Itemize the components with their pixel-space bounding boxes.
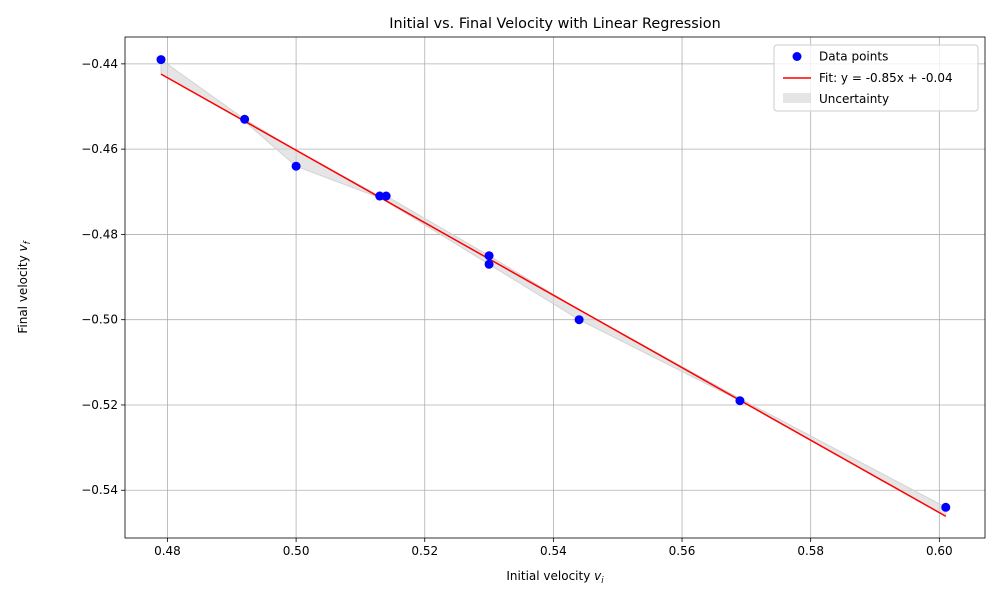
- data-point: [484, 251, 494, 261]
- data-point: [240, 114, 250, 124]
- y-axis-title: Final velocity vf: [16, 239, 33, 333]
- grid: [125, 37, 985, 538]
- x-tick-label: 0.54: [540, 544, 567, 558]
- x-tick-label: 0.60: [926, 544, 953, 558]
- y-tick-label: −0.44: [81, 57, 118, 71]
- data-points: [156, 55, 951, 512]
- fit-line: [160, 73, 947, 517]
- legend: Data points Fit: y = -0.85x + -0.04 Unce…: [773, 44, 979, 112]
- legend-marker-uncertainty: [783, 93, 811, 103]
- legend-label-fit-line: Fit: y = -0.85x + -0.04: [819, 71, 953, 85]
- legend-label-data-points: Data points: [819, 50, 888, 64]
- chart-title: Initial vs. Final Velocity with Linear R…: [389, 16, 720, 32]
- data-point: [574, 315, 584, 325]
- axes-frame: [124, 36, 986, 539]
- data-point: [941, 502, 951, 512]
- data-point: [484, 259, 494, 269]
- legend-box: [773, 44, 979, 112]
- x-axis-title: Initial velocity vi: [506, 569, 604, 586]
- x-axis-ticks: 0.48 0.50 0.52 0.54 0.56 0.58 0.60: [154, 538, 953, 558]
- x-tick-label: 0.50: [283, 544, 310, 558]
- y-tick-label: −0.52: [81, 398, 118, 412]
- x-axis-title-var: v: [594, 569, 602, 583]
- legend-marker-data-points: [792, 52, 802, 61]
- x-axis-title-sub: i: [601, 576, 604, 586]
- y-axis-title-base: Final velocity: [16, 251, 30, 333]
- y-axis-ticks: −0.44 −0.46 −0.48 −0.50 −0.52 −0.54: [81, 57, 125, 497]
- y-tick-label: −0.54: [81, 483, 118, 497]
- x-axis-title-base: Initial velocity: [506, 569, 594, 583]
- x-tick-label: 0.58: [797, 544, 824, 558]
- y-tick-label: −0.50: [81, 313, 118, 327]
- x-tick-label: 0.56: [669, 544, 696, 558]
- y-axis-title-var: v: [16, 243, 30, 251]
- data-point: [735, 396, 745, 406]
- data-point: [291, 161, 301, 171]
- data-point: [156, 55, 166, 65]
- data-point: [375, 191, 385, 201]
- y-tick-label: −0.48: [81, 227, 118, 241]
- x-tick-label: 0.52: [411, 544, 438, 558]
- legend-label-uncertainty: Uncertainty: [819, 92, 889, 106]
- x-tick-label: 0.48: [154, 544, 181, 558]
- fit-line-segment: [160, 73, 947, 517]
- data-point: [381, 191, 391, 201]
- y-tick-label: −0.46: [81, 142, 118, 156]
- y-axis-title-sub: f: [23, 239, 33, 244]
